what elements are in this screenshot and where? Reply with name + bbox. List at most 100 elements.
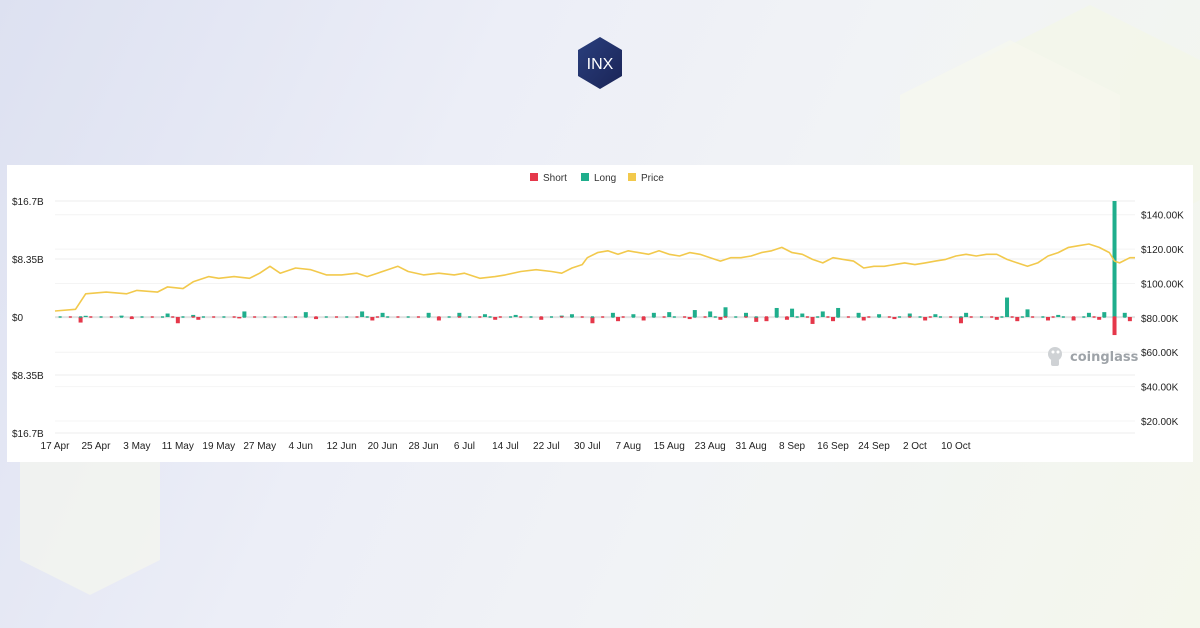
chart-card: Short Long Price $16.7B $8.35B $0 $8.35B $16.7… [7, 165, 1193, 462]
minor-bar [979, 316, 983, 318]
minor-bar [457, 316, 461, 318]
minor-bar [1102, 316, 1106, 318]
minor-bar [498, 316, 502, 318]
minor-bar [99, 316, 103, 318]
minor-bar [549, 316, 553, 318]
price-line [54, 243, 1135, 312]
y-left-tick-label: $8.35B [12, 371, 44, 382]
minor-bar [928, 316, 932, 318]
minor-bar [222, 316, 226, 318]
x-tick-label: 6 Jul [454, 441, 475, 452]
short-bar [129, 317, 134, 320]
minor-bar [580, 316, 584, 318]
minor-bar [1061, 316, 1065, 318]
legend-label-short: Short [543, 173, 567, 184]
watermark-text: coinglass [1070, 350, 1139, 365]
y-right-tick-label: $60.00K [1141, 348, 1179, 359]
minor-bar [734, 316, 738, 318]
minor-bar [938, 316, 942, 318]
short-bar [810, 317, 815, 324]
long-bar [856, 312, 861, 317]
bar-series [58, 201, 1132, 336]
minor-bar [181, 316, 185, 318]
minor-bar [754, 316, 758, 318]
x-tick-label: 23 Aug [695, 441, 726, 452]
long-bar [964, 312, 969, 317]
minor-bar [826, 316, 830, 318]
minor-bar [335, 316, 339, 318]
minor-bar [969, 316, 973, 318]
x-tick-label: 3 May [123, 441, 150, 452]
minor-bar [1092, 316, 1096, 318]
minor-bar [488, 316, 492, 318]
legend-label-long: Long [594, 173, 616, 184]
minor-bar [58, 316, 62, 318]
long-bar [303, 312, 308, 317]
minor-bar [406, 316, 410, 318]
long-bar [631, 314, 636, 317]
long-bar [457, 312, 462, 317]
long-bar [1122, 312, 1127, 317]
minor-bar [191, 316, 195, 318]
short-bar [616, 317, 621, 322]
x-tick-label: 19 May [202, 441, 235, 452]
minor-bar [990, 316, 994, 318]
y-left-tick-label: $0 [12, 313, 24, 324]
minor-bar [68, 316, 72, 318]
short-bar [687, 317, 692, 320]
minor-bar [683, 316, 687, 318]
short-bar [1097, 317, 1102, 320]
minor-bar [805, 316, 809, 318]
minor-bar [1041, 316, 1045, 318]
minor-bar [775, 316, 779, 318]
minor-bar [437, 316, 441, 318]
minor-bar [1051, 316, 1055, 318]
minor-bar [263, 316, 267, 318]
long-bar [774, 307, 779, 317]
minor-bar [355, 316, 359, 318]
minor-bar [652, 316, 656, 318]
minor-bar [386, 316, 390, 318]
logo-text: INX [587, 56, 614, 73]
minor-bar [611, 316, 615, 318]
long-bar [692, 310, 697, 317]
minor-bar [130, 316, 134, 318]
x-tick-label: 12 Jun [327, 441, 357, 452]
long-bar [165, 313, 170, 317]
minor-bar [590, 316, 594, 318]
minor-bar [631, 316, 635, 318]
minor-bar [416, 316, 420, 318]
minor-bar [560, 316, 564, 318]
x-tick-label: 11 May [162, 441, 194, 452]
long-bar [482, 314, 487, 317]
minor-bar [693, 316, 697, 318]
minor-bar [519, 316, 523, 318]
minor-bar [375, 316, 379, 318]
long-bar [610, 312, 615, 317]
liquidation-chart: Short Long Price $16.7B$8.35B$0$8.35B$16.7… [12, 173, 1184, 452]
short-bar [764, 317, 769, 322]
long-bar [1056, 314, 1061, 317]
minor-bar [253, 316, 257, 318]
minor-bar [468, 316, 472, 318]
minor-bar [713, 316, 717, 318]
short-bar [754, 317, 759, 322]
long-bar [820, 311, 825, 317]
minor-bar [212, 316, 216, 318]
short-bar [718, 317, 723, 320]
x-tick-label: 10 Oct [941, 441, 971, 452]
minor-bar [724, 316, 728, 318]
long-bar [1102, 312, 1107, 317]
minor-bar [201, 316, 205, 318]
minor-bar [918, 316, 922, 318]
y-left-tick-label: $16.7B [12, 429, 44, 440]
minor-bar [232, 316, 236, 318]
minor-bar [1020, 316, 1024, 318]
minor-bar [1010, 316, 1014, 318]
long-bar [242, 311, 247, 317]
minor-bar [509, 316, 513, 318]
coinglass-watermark: coinglass [1048, 347, 1139, 366]
x-tick-label: 30 Jul [574, 441, 601, 452]
minor-bar [539, 316, 543, 318]
minor-bar [396, 316, 400, 318]
